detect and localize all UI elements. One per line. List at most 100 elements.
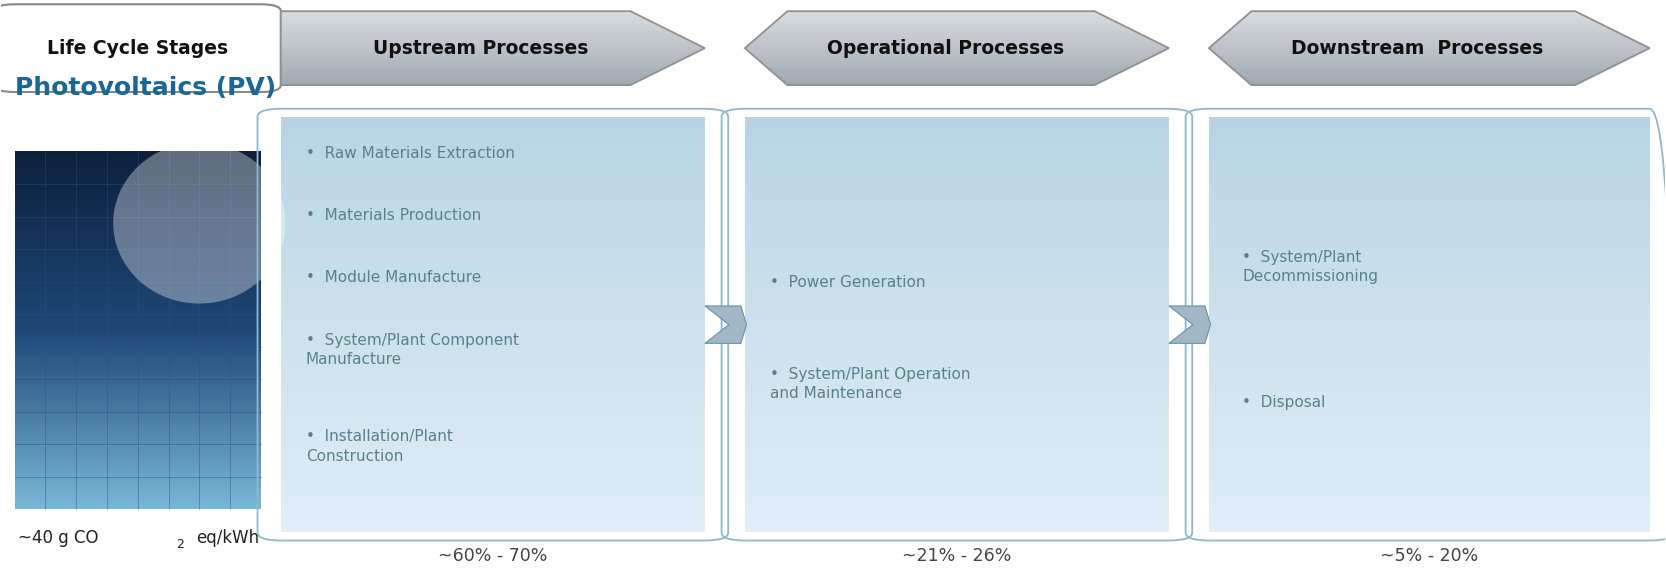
FancyBboxPatch shape xyxy=(1210,418,1649,423)
Polygon shape xyxy=(1201,39,1658,41)
FancyBboxPatch shape xyxy=(282,485,705,491)
Polygon shape xyxy=(15,205,262,209)
FancyBboxPatch shape xyxy=(745,496,1170,501)
FancyBboxPatch shape xyxy=(1210,522,1649,527)
Polygon shape xyxy=(1201,55,1658,57)
FancyBboxPatch shape xyxy=(1210,122,1649,127)
Polygon shape xyxy=(15,154,262,158)
FancyBboxPatch shape xyxy=(1210,335,1649,340)
FancyBboxPatch shape xyxy=(282,527,705,532)
Polygon shape xyxy=(15,365,262,370)
Text: •  System/Plant
Decommissioning: • System/Plant Decommissioning xyxy=(1243,250,1378,284)
Polygon shape xyxy=(15,304,262,309)
FancyBboxPatch shape xyxy=(1210,517,1649,522)
Polygon shape xyxy=(1201,31,1658,34)
Polygon shape xyxy=(15,187,262,191)
FancyBboxPatch shape xyxy=(282,122,705,127)
Polygon shape xyxy=(15,480,262,484)
Text: ~21% - 26%: ~21% - 26% xyxy=(903,547,1011,565)
FancyBboxPatch shape xyxy=(1210,433,1649,439)
Polygon shape xyxy=(15,172,262,176)
FancyBboxPatch shape xyxy=(282,278,705,283)
FancyBboxPatch shape xyxy=(282,470,705,475)
Polygon shape xyxy=(273,48,713,50)
Polygon shape xyxy=(1201,83,1658,85)
Polygon shape xyxy=(15,248,262,252)
FancyBboxPatch shape xyxy=(745,512,1170,517)
Polygon shape xyxy=(273,46,713,48)
Polygon shape xyxy=(273,59,713,61)
Polygon shape xyxy=(736,28,1178,30)
Polygon shape xyxy=(1201,74,1658,76)
Polygon shape xyxy=(15,401,262,405)
Polygon shape xyxy=(736,70,1178,72)
Polygon shape xyxy=(15,230,262,234)
Polygon shape xyxy=(15,251,262,255)
Text: ~5% - 20%: ~5% - 20% xyxy=(1379,547,1478,565)
FancyBboxPatch shape xyxy=(1210,366,1649,371)
Text: •  System/Plant Operation
and Maintenance: • System/Plant Operation and Maintenance xyxy=(770,367,970,401)
FancyBboxPatch shape xyxy=(1210,288,1649,293)
Polygon shape xyxy=(15,190,262,194)
FancyBboxPatch shape xyxy=(745,444,1170,450)
Polygon shape xyxy=(736,45,1178,46)
Polygon shape xyxy=(15,416,262,420)
Polygon shape xyxy=(15,455,262,459)
FancyBboxPatch shape xyxy=(745,340,1170,346)
FancyBboxPatch shape xyxy=(0,4,282,92)
Polygon shape xyxy=(15,266,262,270)
Polygon shape xyxy=(15,373,262,377)
FancyBboxPatch shape xyxy=(745,459,1170,465)
Polygon shape xyxy=(736,17,1178,19)
FancyBboxPatch shape xyxy=(745,179,1170,184)
FancyBboxPatch shape xyxy=(1210,454,1649,460)
FancyBboxPatch shape xyxy=(1210,309,1649,314)
Polygon shape xyxy=(1201,40,1658,42)
Polygon shape xyxy=(1201,62,1658,64)
Polygon shape xyxy=(15,255,262,259)
Polygon shape xyxy=(1201,67,1658,69)
Polygon shape xyxy=(15,151,262,155)
Polygon shape xyxy=(1201,75,1658,78)
Polygon shape xyxy=(736,59,1178,61)
Polygon shape xyxy=(15,408,262,413)
FancyBboxPatch shape xyxy=(1210,226,1649,231)
FancyBboxPatch shape xyxy=(282,506,705,512)
Polygon shape xyxy=(273,33,713,35)
Polygon shape xyxy=(15,398,262,402)
FancyBboxPatch shape xyxy=(282,454,705,460)
Text: •  Power Generation: • Power Generation xyxy=(770,275,925,290)
FancyBboxPatch shape xyxy=(282,283,705,288)
Polygon shape xyxy=(1201,42,1658,44)
Polygon shape xyxy=(15,498,262,502)
Polygon shape xyxy=(15,330,262,334)
Polygon shape xyxy=(736,15,1178,17)
FancyBboxPatch shape xyxy=(745,205,1170,211)
FancyBboxPatch shape xyxy=(745,173,1170,179)
FancyBboxPatch shape xyxy=(1210,173,1649,179)
Polygon shape xyxy=(736,55,1178,57)
Polygon shape xyxy=(15,469,262,473)
FancyBboxPatch shape xyxy=(1210,267,1649,273)
FancyBboxPatch shape xyxy=(745,246,1170,252)
Polygon shape xyxy=(15,180,262,184)
Polygon shape xyxy=(736,49,1178,51)
FancyBboxPatch shape xyxy=(282,480,705,485)
FancyBboxPatch shape xyxy=(1210,423,1649,429)
FancyBboxPatch shape xyxy=(1210,438,1649,444)
FancyBboxPatch shape xyxy=(745,371,1170,376)
Polygon shape xyxy=(736,33,1178,35)
Polygon shape xyxy=(15,484,262,488)
FancyBboxPatch shape xyxy=(1210,449,1649,455)
FancyBboxPatch shape xyxy=(745,189,1170,195)
Text: Operational Processes: Operational Processes xyxy=(826,39,1065,57)
Polygon shape xyxy=(1201,28,1658,30)
FancyBboxPatch shape xyxy=(282,444,705,450)
Polygon shape xyxy=(1201,15,1658,17)
Polygon shape xyxy=(15,441,262,445)
FancyBboxPatch shape xyxy=(1210,278,1649,283)
FancyBboxPatch shape xyxy=(1210,387,1649,392)
FancyBboxPatch shape xyxy=(282,376,705,382)
Polygon shape xyxy=(273,39,713,41)
FancyBboxPatch shape xyxy=(745,169,1170,174)
